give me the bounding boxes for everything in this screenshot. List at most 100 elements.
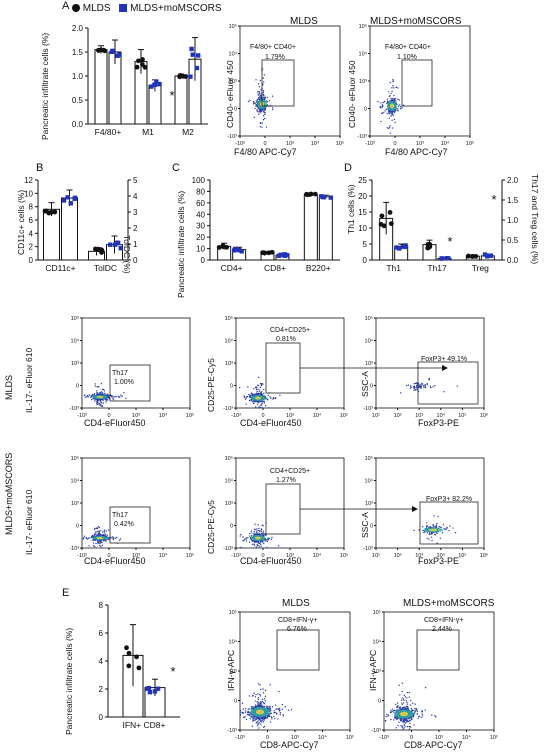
flow-a-mo-event bbox=[380, 102, 382, 104]
flow-e-mo-event bbox=[402, 721, 404, 723]
th17-mo-event bbox=[93, 545, 96, 548]
flow-e-mo-event bbox=[397, 706, 399, 708]
flow-e-mlds-event bbox=[254, 700, 256, 702]
flow-a-mlds-event bbox=[253, 116, 256, 119]
flow-a-mo-event bbox=[393, 87, 395, 89]
flow-e-mlds-event bbox=[273, 715, 275, 718]
foxp3-mlds-event bbox=[409, 385, 412, 387]
foxp3-mlds-frame bbox=[375, 317, 485, 409]
th17-mlds-event bbox=[106, 394, 109, 396]
flow-a-mo-event bbox=[388, 113, 390, 115]
cd25-mlds-event bbox=[258, 401, 260, 404]
th17-mo-event bbox=[85, 537, 88, 539]
flow-a-mo-xtick-label: 10⁵ bbox=[466, 140, 474, 147]
flow-e-mlds-event bbox=[260, 720, 262, 722]
flow-a-mlds-event bbox=[258, 91, 261, 93]
cd25-mo-event bbox=[245, 537, 248, 539]
th17-mlds-event bbox=[100, 391, 103, 393]
flow-a-mo-event bbox=[391, 111, 394, 113]
flow-e-mlds-xtick-label: 10⁵ bbox=[346, 734, 354, 741]
A-point-mo bbox=[152, 82, 157, 87]
cd25-mo-density-peak bbox=[254, 536, 262, 540]
cd25-mo-event bbox=[277, 545, 280, 547]
row-mlds-label: MLDS bbox=[4, 374, 14, 400]
foxp3-mo-event bbox=[431, 539, 433, 542]
cd25-mlds-event bbox=[243, 396, 246, 399]
th17-mo-event bbox=[107, 537, 110, 539]
E-point-mo bbox=[155, 686, 161, 691]
flow-e-mlds-event bbox=[258, 727, 260, 729]
cd25-mlds-event bbox=[259, 406, 261, 408]
th17-mo-xtick-label: 10³ bbox=[132, 553, 140, 559]
flow-e-mlds-event bbox=[244, 711, 247, 713]
cd25-mlds-event bbox=[260, 383, 263, 386]
cd25-mlds-event bbox=[248, 396, 251, 398]
cd25-mo-event bbox=[266, 546, 268, 549]
flow-e-mo-ytick-label: -10³ bbox=[371, 728, 381, 734]
flow-a-mlds-event bbox=[257, 93, 260, 95]
B-point-mo bbox=[61, 198, 67, 203]
th17-mlds-event bbox=[104, 394, 107, 396]
foxp3-mo-event bbox=[428, 526, 430, 528]
th17-mo-event bbox=[103, 532, 106, 534]
flow-a-mo-event bbox=[386, 98, 389, 100]
th17-mlds-event bbox=[91, 398, 93, 401]
C-ytick-label: 30 bbox=[196, 222, 205, 231]
cd25-mlds-event bbox=[257, 384, 260, 387]
flow-e-mo-event bbox=[411, 709, 413, 711]
flow-a-mlds-event bbox=[263, 81, 265, 83]
foxp3-mlds-event bbox=[428, 379, 430, 381]
flow-e-mo-event bbox=[424, 709, 426, 711]
E-ytick-label: 2 bbox=[99, 685, 104, 694]
foxp3-mo-event bbox=[436, 522, 438, 525]
flow-e-mlds-event bbox=[257, 720, 259, 722]
foxp3-mlds-xlabel: FoxP3-PE bbox=[418, 418, 460, 428]
flow-e-mlds-event bbox=[255, 693, 257, 696]
th17-mlds-xtick-label: 10⁴ bbox=[159, 412, 168, 419]
foxp3-mo-event bbox=[428, 532, 431, 535]
th17-mlds-event bbox=[108, 396, 110, 399]
A-point-mo bbox=[154, 79, 159, 84]
flow-a-mo-event bbox=[391, 87, 393, 89]
cd25-mo-event bbox=[258, 547, 260, 549]
cd25-mlds-event bbox=[245, 403, 247, 405]
flow-a-mlds-event bbox=[268, 100, 271, 102]
cd25-mlds-event bbox=[260, 384, 263, 387]
flow-a-mo-event bbox=[383, 111, 385, 114]
th17-mo-event bbox=[100, 529, 102, 532]
foxp3-mlds-event bbox=[419, 384, 421, 386]
foxp3-mlds-event bbox=[429, 385, 432, 387]
D-point-mlds bbox=[379, 213, 385, 219]
th17-mo-xlabel: CD4-eFluor450 bbox=[84, 556, 146, 566]
th17-mo-event bbox=[101, 541, 103, 544]
flow-a-mo-gate bbox=[401, 59, 433, 107]
flow-e-mo-value: 2.44% bbox=[432, 626, 452, 633]
foxp3-mo-event bbox=[441, 532, 444, 534]
th17-mlds-event bbox=[105, 398, 107, 401]
cd25-mlds-event bbox=[259, 382, 262, 385]
flow-a-mlds-event bbox=[262, 89, 265, 92]
flow-e-mlds-ytick-label: 10⁵ bbox=[229, 609, 237, 616]
B-category-label: CD11c+ bbox=[45, 263, 75, 273]
foxp3-mo-xtick-label: 10¹ bbox=[372, 553, 380, 559]
flow-a-mlds-value: 1.79% bbox=[265, 54, 285, 61]
th17-mo-event bbox=[96, 531, 98, 533]
flow-a-mo-event bbox=[394, 98, 397, 100]
flow-a-mlds-event bbox=[249, 99, 251, 102]
flow-e-mlds-event bbox=[259, 703, 261, 705]
foxp3-mlds-event bbox=[419, 386, 422, 389]
cd25-mlds-event bbox=[258, 388, 260, 391]
foxp3-mo-event bbox=[426, 525, 429, 527]
th17-mlds-event bbox=[94, 383, 96, 385]
foxp3-mo-event bbox=[454, 531, 457, 534]
flow-e-mo-event bbox=[405, 699, 407, 702]
th17-mlds-event bbox=[98, 385, 100, 388]
flow-e-mo-event bbox=[406, 701, 408, 704]
foxp3-mlds-ytick-label: 10⁵ bbox=[365, 315, 373, 322]
flow-a-mlds-event bbox=[259, 125, 261, 128]
B-bar bbox=[43, 208, 60, 261]
th17-mlds-event bbox=[104, 392, 106, 394]
flow-e-mlds-event bbox=[266, 706, 268, 709]
flow-e-mlds-event bbox=[269, 712, 271, 715]
